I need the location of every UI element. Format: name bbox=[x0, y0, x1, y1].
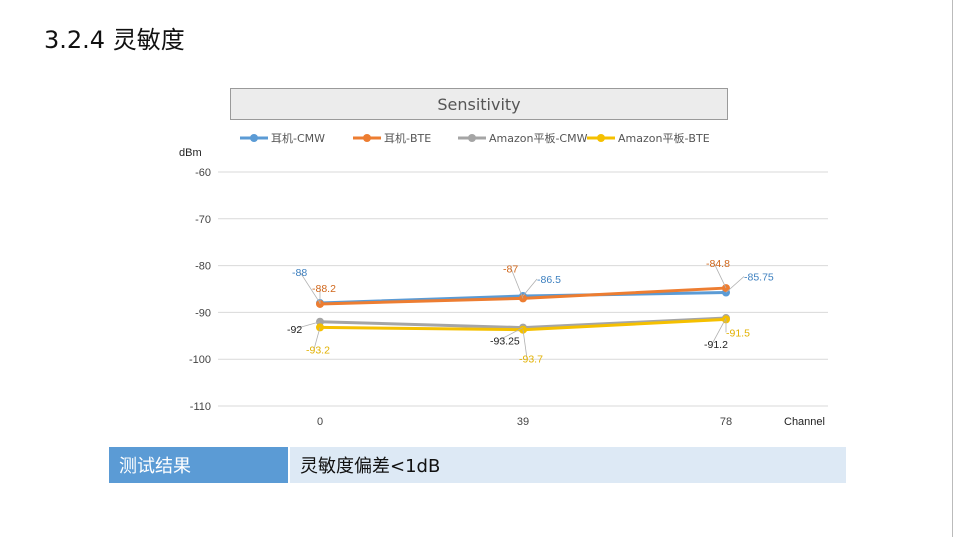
data-label-leader bbox=[725, 276, 745, 293]
y-tick-label: -90 bbox=[195, 307, 211, 319]
result-value: 灵敏度偏差<1dB bbox=[290, 447, 846, 483]
x-tick-label: 0 bbox=[317, 416, 323, 428]
data-label: -93.25 bbox=[490, 336, 520, 348]
data-label-leader bbox=[294, 321, 321, 330]
y-tick-label: -70 bbox=[195, 214, 211, 226]
legend-marker bbox=[250, 134, 258, 142]
data-label: -84.8 bbox=[706, 258, 730, 270]
data-label: -85.75 bbox=[744, 272, 774, 284]
x-axis-label: Channel bbox=[784, 416, 825, 428]
legend-label: Amazon平板-BTE bbox=[618, 131, 710, 145]
x-tick-label: 39 bbox=[517, 416, 529, 428]
y-tick-label: -110 bbox=[190, 401, 211, 413]
data-label: -88 bbox=[292, 267, 307, 279]
data-label-leader bbox=[299, 271, 321, 304]
result-table: 测试结果 灵敏度偏差<1dB bbox=[109, 447, 846, 483]
legend-label: 耳机-BTE bbox=[384, 131, 431, 145]
y-tick-label: -80 bbox=[195, 261, 211, 273]
data-label: -91.2 bbox=[704, 339, 728, 351]
data-label-leader bbox=[313, 327, 321, 350]
y-tick-label: -100 bbox=[189, 354, 211, 366]
data-label-leader bbox=[711, 317, 727, 345]
data-label-leader bbox=[522, 278, 538, 297]
legend-marker bbox=[363, 134, 371, 142]
x-tick-label: 78 bbox=[720, 416, 732, 428]
data-label-leader bbox=[713, 262, 727, 289]
data-label: -92 bbox=[287, 324, 302, 336]
legend-label: 耳机-CMW bbox=[271, 131, 325, 145]
legend-marker bbox=[597, 134, 605, 142]
result-divider bbox=[288, 447, 290, 483]
chart-title: Sensitivity bbox=[230, 88, 728, 120]
data-label-leader bbox=[510, 268, 524, 299]
page-title: 3.2.4 灵敏度 bbox=[44, 26, 185, 54]
data-label: -87 bbox=[503, 263, 518, 275]
legend-label: Amazon平板-CMW bbox=[489, 131, 588, 145]
data-label: -86.5 bbox=[537, 274, 561, 286]
data-label: -88.2 bbox=[312, 283, 336, 295]
legend-marker bbox=[468, 134, 476, 142]
slide-edge-rule bbox=[952, 0, 953, 537]
data-label: -93.2 bbox=[306, 344, 330, 356]
data-label: -93.7 bbox=[519, 354, 543, 366]
data-label-leader bbox=[497, 327, 524, 341]
y-tick-label: -60 bbox=[195, 167, 211, 179]
data-label: -91.5 bbox=[726, 327, 750, 339]
result-label: 测试结果 bbox=[109, 447, 288, 483]
data-label-leader bbox=[522, 329, 528, 359]
y-axis-label: dBm bbox=[179, 147, 202, 159]
